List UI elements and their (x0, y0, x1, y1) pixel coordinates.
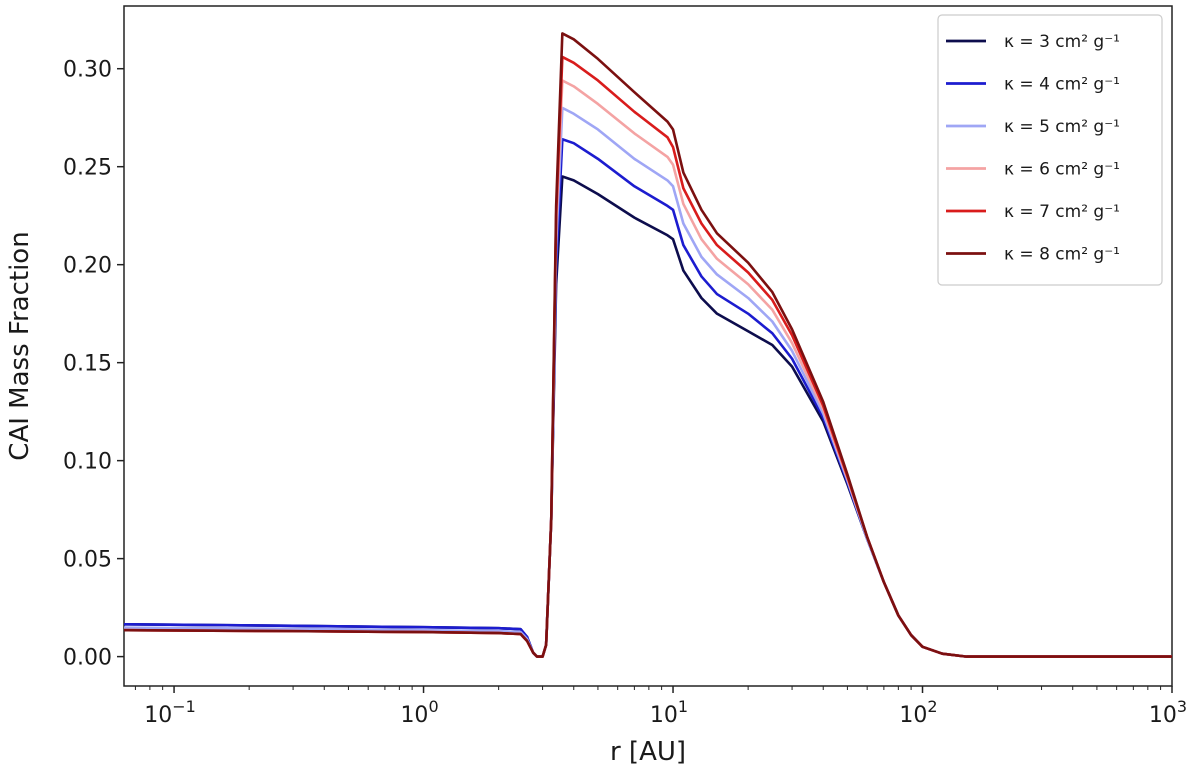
y-tick-label: 0.15 (63, 352, 112, 377)
legend-box (937, 14, 1163, 286)
y-tick-label: 0.25 (63, 156, 112, 181)
x-tick-label: 103 (1149, 697, 1187, 728)
plot-frame (123, 5, 1173, 687)
legend-label: κ = 4 cm² g⁻¹ (1004, 75, 1120, 95)
y-axis: 0.00 0.05 0.10 0.15 0.20 0.25 0.30 (63, 58, 124, 671)
x-axis: 10−1 100 101 102 103 (134, 686, 1187, 728)
legend-label: κ = 3 cm² g⁻¹ (1004, 32, 1120, 52)
series-layer (123, 32, 1172, 658)
series-line-6 (123, 32, 1172, 658)
y-axis-title: CAI Mass Fraction (5, 231, 35, 460)
legend-label: κ = 6 cm² g⁻¹ (1004, 160, 1120, 180)
legend: κ = 3 cm² g⁻¹ κ = 4 cm² g⁻¹ κ = 5 cm² g⁻¹ κ… (937, 14, 1163, 286)
x-tick-label: 101 (650, 697, 688, 728)
x-axis-title: r [AU] (610, 737, 686, 767)
y-tick-label: 0.00 (63, 646, 112, 671)
y-tick-label: 0.30 (63, 58, 112, 83)
y-tick-label: 0.10 (63, 450, 112, 475)
x-tick-label: 10−1 (144, 697, 196, 728)
y-tick-label: 0.05 (63, 548, 112, 573)
x-tick-label: 102 (899, 697, 937, 728)
legend-label: κ = 5 cm² g⁻¹ (1004, 117, 1120, 137)
legend-label: κ = 8 cm² g⁻¹ (1004, 245, 1120, 265)
y-tick-label: 0.20 (63, 254, 112, 279)
x-tick-label: 100 (400, 697, 438, 728)
legend-label: κ = 7 cm² g⁻¹ (1004, 202, 1120, 222)
